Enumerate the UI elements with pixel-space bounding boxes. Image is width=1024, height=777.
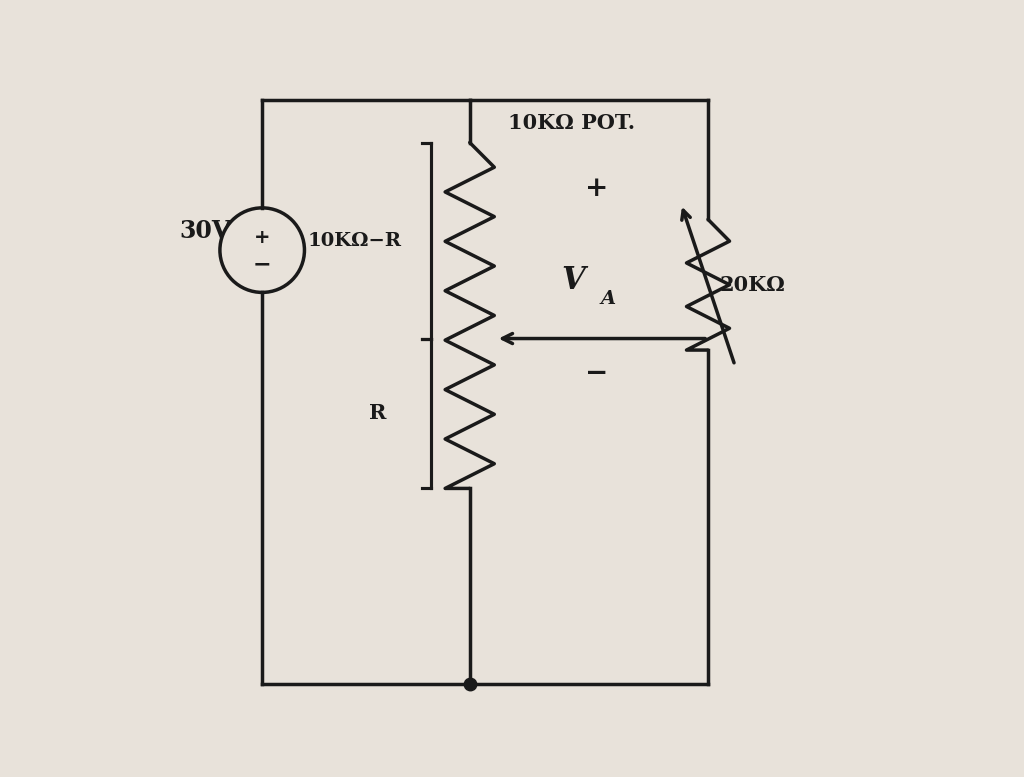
Text: 30V: 30V [179, 219, 230, 243]
Text: +: + [585, 175, 608, 202]
Text: R: R [369, 403, 386, 423]
Text: 10KΩ POT.: 10KΩ POT. [508, 113, 635, 134]
Text: 10KΩ−R: 10KΩ−R [307, 232, 401, 249]
Text: A: A [600, 290, 615, 308]
Text: 20KΩ: 20KΩ [720, 275, 785, 294]
Text: −: − [253, 254, 271, 274]
Text: −: − [585, 360, 608, 387]
Text: V: V [562, 266, 586, 296]
Text: +: + [254, 228, 270, 247]
